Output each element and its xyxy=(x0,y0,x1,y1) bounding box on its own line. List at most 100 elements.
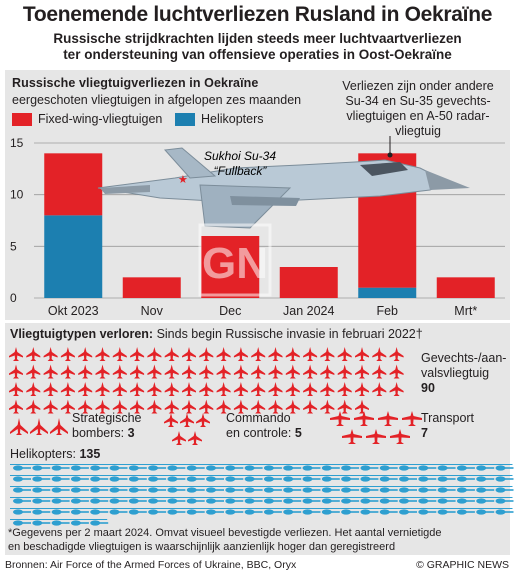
fighter-jet-icon xyxy=(78,347,93,361)
helicopter-icon xyxy=(10,475,31,482)
footnote-line-2: en beschadigde vliegtuigen is waarschijn… xyxy=(8,541,396,553)
page-title: Toenemende luchtverliezen Rusland in Oek… xyxy=(22,3,493,26)
command-aircraft-icon xyxy=(196,413,210,427)
helicopter-icon xyxy=(29,475,51,482)
helicopter-icon xyxy=(396,464,417,471)
x-tick-label: Okt 2023 xyxy=(48,304,99,318)
helicopter-icon xyxy=(29,508,51,515)
fighter-jet-icon xyxy=(130,364,145,379)
helicopter-icon xyxy=(357,464,379,471)
helicopter-icon xyxy=(396,508,417,515)
helicopter-icon xyxy=(260,475,282,482)
fighter-jet-icon xyxy=(372,364,387,379)
fighter-jet-icon xyxy=(337,347,352,361)
fighter-jet-icon xyxy=(285,347,300,361)
helicopter-icon xyxy=(280,497,302,504)
helicopter-icon xyxy=(67,464,89,471)
helicopter-icon xyxy=(48,486,70,493)
fighter-jet-icon xyxy=(303,399,318,414)
helicopter-icon xyxy=(183,475,205,482)
bombers-label-line-1: Strategische xyxy=(72,411,142,425)
footnote: *Gegevens per 2 maart 2024. Omvat visuee… xyxy=(8,526,508,554)
fighters-label-line-1: Gevechts-/aan- xyxy=(421,351,507,365)
fighter-jet-icon xyxy=(233,364,248,379)
helicopter-icon xyxy=(357,475,379,482)
helicopter-icon xyxy=(125,497,147,504)
command-label-line-1: Commando xyxy=(226,411,291,425)
bar-fixed-wing xyxy=(436,277,495,298)
helicopter-icon xyxy=(318,497,340,504)
fighter-jet-icon xyxy=(182,364,196,379)
helicopter-icon xyxy=(473,497,495,504)
fighter-jet-icon xyxy=(268,382,283,396)
helicopters-label-text: Helikopters: xyxy=(10,447,76,461)
fighter-icons xyxy=(9,347,404,414)
fighter-jet-icon xyxy=(251,364,266,379)
fighter-jet-icon xyxy=(9,399,23,414)
y-tick-label: 0 xyxy=(10,291,17,305)
helicopter-icon xyxy=(492,497,514,504)
fighter-jet-icon xyxy=(216,364,231,379)
command-value: 5 xyxy=(294,426,302,440)
helicopter-icon xyxy=(280,464,302,471)
bar-fixed-wing xyxy=(279,267,338,298)
command-aircraft-icon xyxy=(164,413,178,427)
fighter-jet-icon xyxy=(9,382,23,396)
gn-watermark: GN xyxy=(198,223,272,297)
helicopter-icon xyxy=(453,508,475,515)
helicopter-icon xyxy=(164,475,186,482)
x-tick-label: Nov xyxy=(141,304,164,318)
helicopter-icon xyxy=(241,475,263,482)
helicopter-icon xyxy=(203,475,224,482)
fighters-value: 90 xyxy=(421,381,435,395)
sources: Bronnen: Air Force of the Armed Forces o… xyxy=(5,559,297,571)
helicopter-icon xyxy=(453,464,475,471)
chart-section-title: Russische vliegtuigverliezen in Oekraïne xyxy=(12,76,259,90)
fighter-jet-icon xyxy=(337,399,352,414)
fighter-jet-icon xyxy=(112,382,127,396)
helicopter-icon xyxy=(10,464,31,471)
fighter-jet-icon xyxy=(337,364,352,379)
helicopter-icon xyxy=(241,464,263,471)
helicopter-icon xyxy=(87,486,109,493)
types-title-rest: Sinds begin Russische invasie in februar… xyxy=(153,327,423,341)
helicopter-icon xyxy=(376,464,398,471)
helicopter-icon xyxy=(241,486,263,493)
helicopter-icon xyxy=(125,508,147,515)
y-tick-label: 5 xyxy=(10,239,17,253)
helicopter-icon xyxy=(492,475,514,482)
fighter-jet-icon xyxy=(9,364,23,379)
helicopter-icon xyxy=(10,486,31,493)
helicopter-icon xyxy=(87,497,109,504)
helicopter-icon xyxy=(106,464,128,471)
helicopter-icon xyxy=(145,464,167,471)
helicopter-icon xyxy=(67,508,89,515)
su34-jet-illustration xyxy=(97,147,470,229)
helicopter-icon xyxy=(299,497,321,504)
fighter-jet-icon xyxy=(26,399,41,414)
helicopter-icon xyxy=(280,508,302,515)
fighter-jet-icon xyxy=(389,347,404,361)
helicopter-icon xyxy=(396,486,417,493)
helicopter-icon xyxy=(222,497,244,504)
helicopter-icon xyxy=(473,475,495,482)
helicopter-icon xyxy=(222,475,244,482)
helicopter-icon xyxy=(260,486,282,493)
legend-label-fixed-wing: Fixed-wing-vliegtuigen xyxy=(38,112,163,126)
helicopter-icon xyxy=(453,497,475,504)
helicopter-icon xyxy=(87,519,109,526)
helicopter-icon xyxy=(338,475,360,482)
transport-aircraft-icon xyxy=(366,429,386,444)
fighter-jet-icon xyxy=(9,347,23,361)
subtitle-line-1: Russische strijdkrachten lijden steeds m… xyxy=(53,31,462,46)
helicopter-icon xyxy=(10,508,31,515)
helicopter-icon xyxy=(164,464,186,471)
x-tick-label: Mrt* xyxy=(454,304,477,318)
fighter-jet-icon xyxy=(285,364,300,379)
subtitle-line-2: ter ondersteuning van offensieve operati… xyxy=(63,47,452,62)
helicopter-icon xyxy=(376,475,398,482)
bomber-icons xyxy=(10,418,68,435)
helicopters-value: 135 xyxy=(79,447,101,461)
bombers-value: 3 xyxy=(127,426,135,440)
